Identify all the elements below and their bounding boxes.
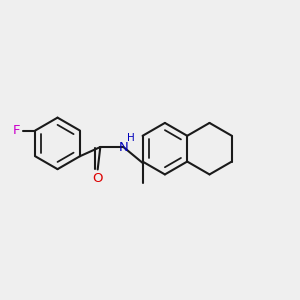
Text: F: F bbox=[13, 124, 20, 137]
Text: N: N bbox=[118, 140, 128, 154]
Text: H: H bbox=[127, 133, 135, 143]
Text: O: O bbox=[92, 172, 103, 185]
